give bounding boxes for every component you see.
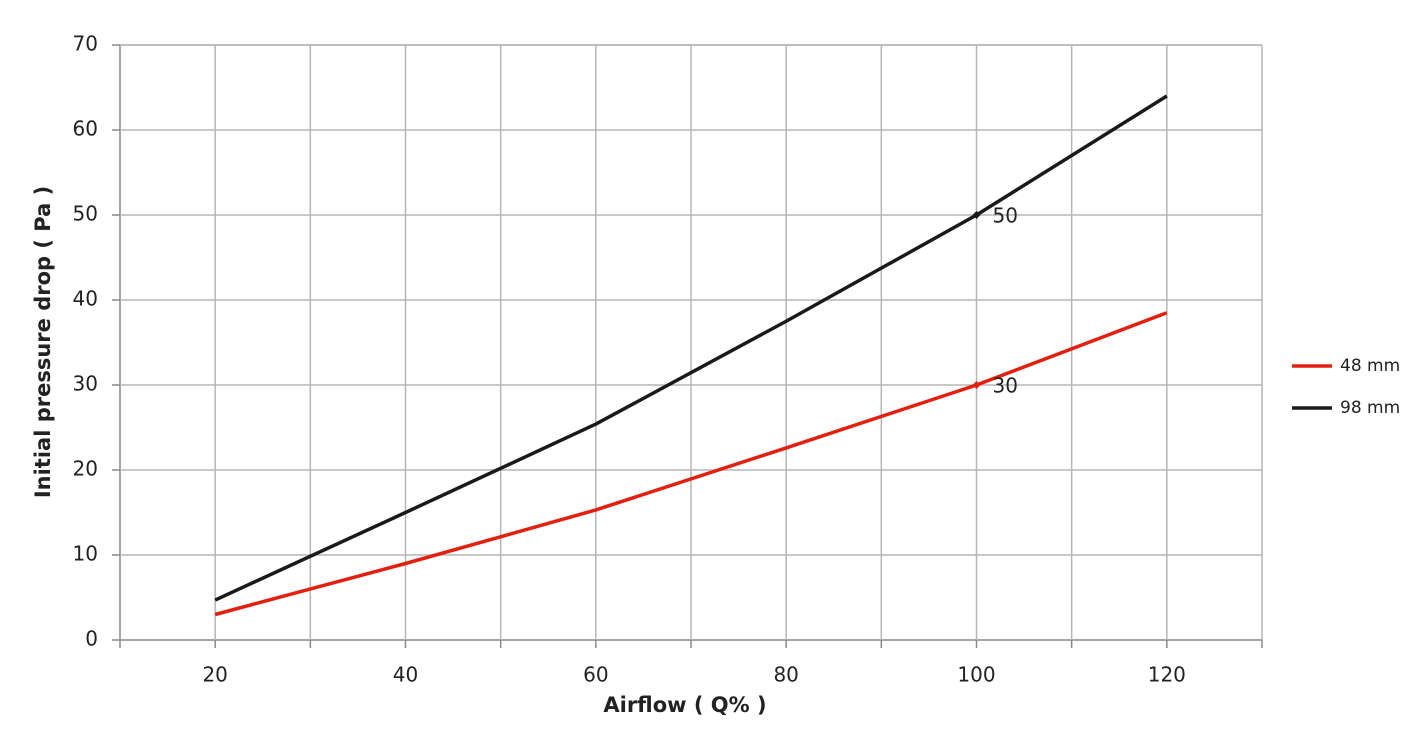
x-tick-label: 100	[957, 663, 995, 687]
data-marker	[972, 211, 981, 219]
y-tick-label: 10	[73, 542, 98, 566]
x-tick-label: 60	[583, 663, 608, 687]
legend-label: 98 mm	[1340, 398, 1400, 418]
y-tick-label: 40	[73, 287, 98, 311]
series-line	[214, 311, 1168, 617]
x-axis-title: Airflow ( Q% )	[603, 693, 766, 717]
y-tick-label: 30	[73, 372, 98, 396]
data-marker	[972, 381, 981, 389]
x-tick-label: 80	[773, 663, 798, 687]
legend-label: 48 mm	[1340, 356, 1400, 376]
y-tick-label: 60	[73, 117, 98, 141]
y-tick-label: 0	[85, 627, 98, 651]
y-tick-label: 50	[73, 202, 98, 226]
x-tick-label: 120	[1148, 663, 1186, 687]
data-label: 50	[993, 204, 1018, 228]
x-tick-label: 20	[202, 663, 227, 687]
y-axis-title: Initial pressure drop ( Pa )	[31, 186, 55, 498]
data-label: 30	[993, 374, 1018, 398]
series-line	[214, 94, 1168, 602]
y-tick-label: 20	[73, 457, 98, 481]
y-tick-label: 70	[73, 32, 98, 56]
x-tick-label: 40	[393, 663, 418, 687]
